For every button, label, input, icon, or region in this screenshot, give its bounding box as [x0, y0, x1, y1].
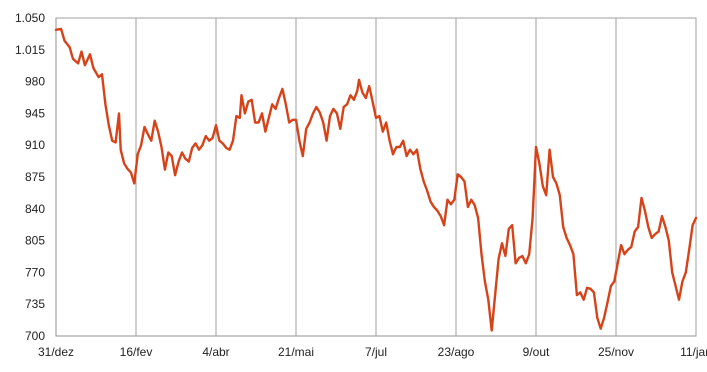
- x-tick-label: 31/dez: [38, 345, 74, 359]
- y-tick-label: 945: [25, 106, 45, 120]
- y-tick-label: 1.015: [15, 43, 45, 57]
- y-axis-tick-labels: 700 735 770 805 840 875 910 945 980 1.015 1.050: [15, 11, 45, 343]
- series-group: [54, 27, 698, 332]
- y-tick-label: 735: [25, 297, 45, 311]
- x-tick-label: 11/jan: [680, 345, 707, 359]
- x-axis-tick-labels: 31/dez 16/fev 4/abr 21/mai 7/jul 23/ago 9/out 2…: [38, 345, 707, 359]
- y-tick-label: 910: [25, 138, 45, 152]
- x-tick-label: 21/mai: [278, 345, 314, 359]
- y-tick-label: 700: [25, 329, 45, 343]
- series-line: [54, 27, 698, 332]
- vertical-gridlines: [135, 18, 617, 336]
- x-tick-label: 16/fev: [120, 345, 153, 359]
- y-tick-label: 875: [25, 170, 45, 184]
- y-tick-label: 840: [25, 202, 45, 216]
- x-tick-label: 4/abr: [202, 345, 229, 359]
- x-tick-label: 9/out: [523, 345, 550, 359]
- y-tick-label: 980: [25, 75, 45, 89]
- y-tick-label: 770: [25, 265, 45, 279]
- y-tick-label: 1.050: [15, 11, 45, 25]
- x-tick-label: 7/jul: [365, 345, 387, 359]
- y-tick-label: 805: [25, 234, 45, 248]
- x-tick-label: 23/ago: [438, 345, 475, 359]
- x-tick-label: 25/nov: [598, 345, 634, 359]
